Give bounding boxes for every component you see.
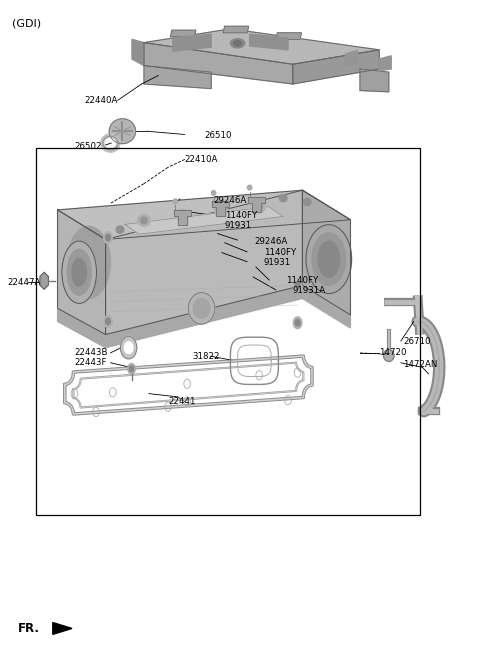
Text: FR.: FR. [18, 622, 40, 635]
Ellipse shape [312, 233, 346, 285]
Ellipse shape [67, 226, 110, 298]
Ellipse shape [101, 134, 120, 152]
Text: 22443B: 22443B [74, 348, 108, 357]
Ellipse shape [256, 203, 263, 210]
Ellipse shape [293, 279, 302, 291]
Polygon shape [223, 26, 249, 33]
Ellipse shape [295, 319, 300, 326]
Ellipse shape [318, 241, 340, 277]
Text: (GDI): (GDI) [12, 18, 41, 28]
Ellipse shape [109, 119, 135, 144]
Ellipse shape [104, 316, 112, 327]
Ellipse shape [130, 366, 133, 371]
Polygon shape [58, 190, 350, 239]
Text: 29246A: 29246A [254, 237, 288, 246]
Polygon shape [53, 623, 72, 634]
Ellipse shape [141, 217, 147, 224]
Ellipse shape [306, 224, 351, 294]
Ellipse shape [384, 350, 394, 361]
Text: 1472AN: 1472AN [403, 359, 438, 369]
Polygon shape [173, 34, 211, 51]
Polygon shape [58, 210, 106, 335]
Polygon shape [144, 43, 293, 84]
Ellipse shape [72, 258, 86, 286]
Text: 22410A: 22410A [185, 155, 218, 164]
Ellipse shape [62, 241, 96, 303]
Text: 1140FY: 1140FY [225, 211, 257, 220]
Ellipse shape [106, 234, 110, 241]
Ellipse shape [230, 39, 245, 48]
Ellipse shape [128, 363, 135, 374]
Ellipse shape [176, 209, 189, 221]
Ellipse shape [116, 226, 124, 233]
Text: 29246A: 29246A [214, 196, 247, 205]
Ellipse shape [104, 232, 112, 243]
Polygon shape [212, 201, 229, 216]
Text: 91931: 91931 [264, 258, 291, 267]
Text: 1140FY: 1140FY [264, 248, 296, 257]
Text: 22443F: 22443F [74, 358, 107, 367]
Text: 26502: 26502 [74, 142, 102, 152]
Text: 22441: 22441 [168, 397, 195, 406]
Ellipse shape [215, 204, 227, 216]
Ellipse shape [303, 199, 311, 206]
Text: 14720: 14720 [379, 348, 407, 358]
Text: 22440A: 22440A [84, 96, 118, 105]
Ellipse shape [188, 293, 215, 324]
Polygon shape [132, 39, 144, 66]
Polygon shape [170, 30, 196, 37]
Ellipse shape [105, 138, 116, 148]
Polygon shape [40, 272, 48, 289]
Ellipse shape [248, 185, 252, 190]
Ellipse shape [138, 215, 150, 226]
Text: 26510: 26510 [204, 131, 231, 140]
Polygon shape [106, 190, 302, 335]
Polygon shape [250, 34, 288, 50]
Polygon shape [248, 197, 265, 211]
Ellipse shape [279, 194, 287, 202]
Ellipse shape [193, 298, 210, 318]
Ellipse shape [106, 318, 110, 325]
Ellipse shape [295, 282, 300, 289]
Text: 26710: 26710 [403, 337, 431, 346]
Ellipse shape [211, 190, 216, 195]
Ellipse shape [179, 212, 186, 218]
Ellipse shape [173, 199, 178, 204]
Ellipse shape [124, 342, 133, 354]
Polygon shape [58, 285, 350, 348]
Ellipse shape [234, 41, 241, 46]
Text: 91931: 91931 [225, 220, 252, 230]
Text: 91931A: 91931A [293, 286, 326, 295]
Ellipse shape [253, 201, 265, 213]
Ellipse shape [217, 207, 224, 213]
Ellipse shape [293, 317, 302, 329]
Text: 31822: 31822 [192, 352, 219, 361]
Polygon shape [144, 29, 379, 64]
Polygon shape [144, 66, 211, 89]
Polygon shape [293, 50, 379, 84]
Text: 22447A: 22447A [7, 277, 41, 287]
Text: 1140FY: 1140FY [286, 276, 318, 285]
Polygon shape [360, 69, 389, 92]
Ellipse shape [120, 337, 137, 359]
Polygon shape [302, 190, 350, 315]
Polygon shape [346, 51, 358, 66]
Polygon shape [174, 210, 191, 224]
Ellipse shape [67, 249, 91, 295]
Polygon shape [125, 207, 283, 234]
Bar [36, 148, 420, 515]
Polygon shape [276, 33, 301, 39]
Polygon shape [379, 56, 391, 71]
